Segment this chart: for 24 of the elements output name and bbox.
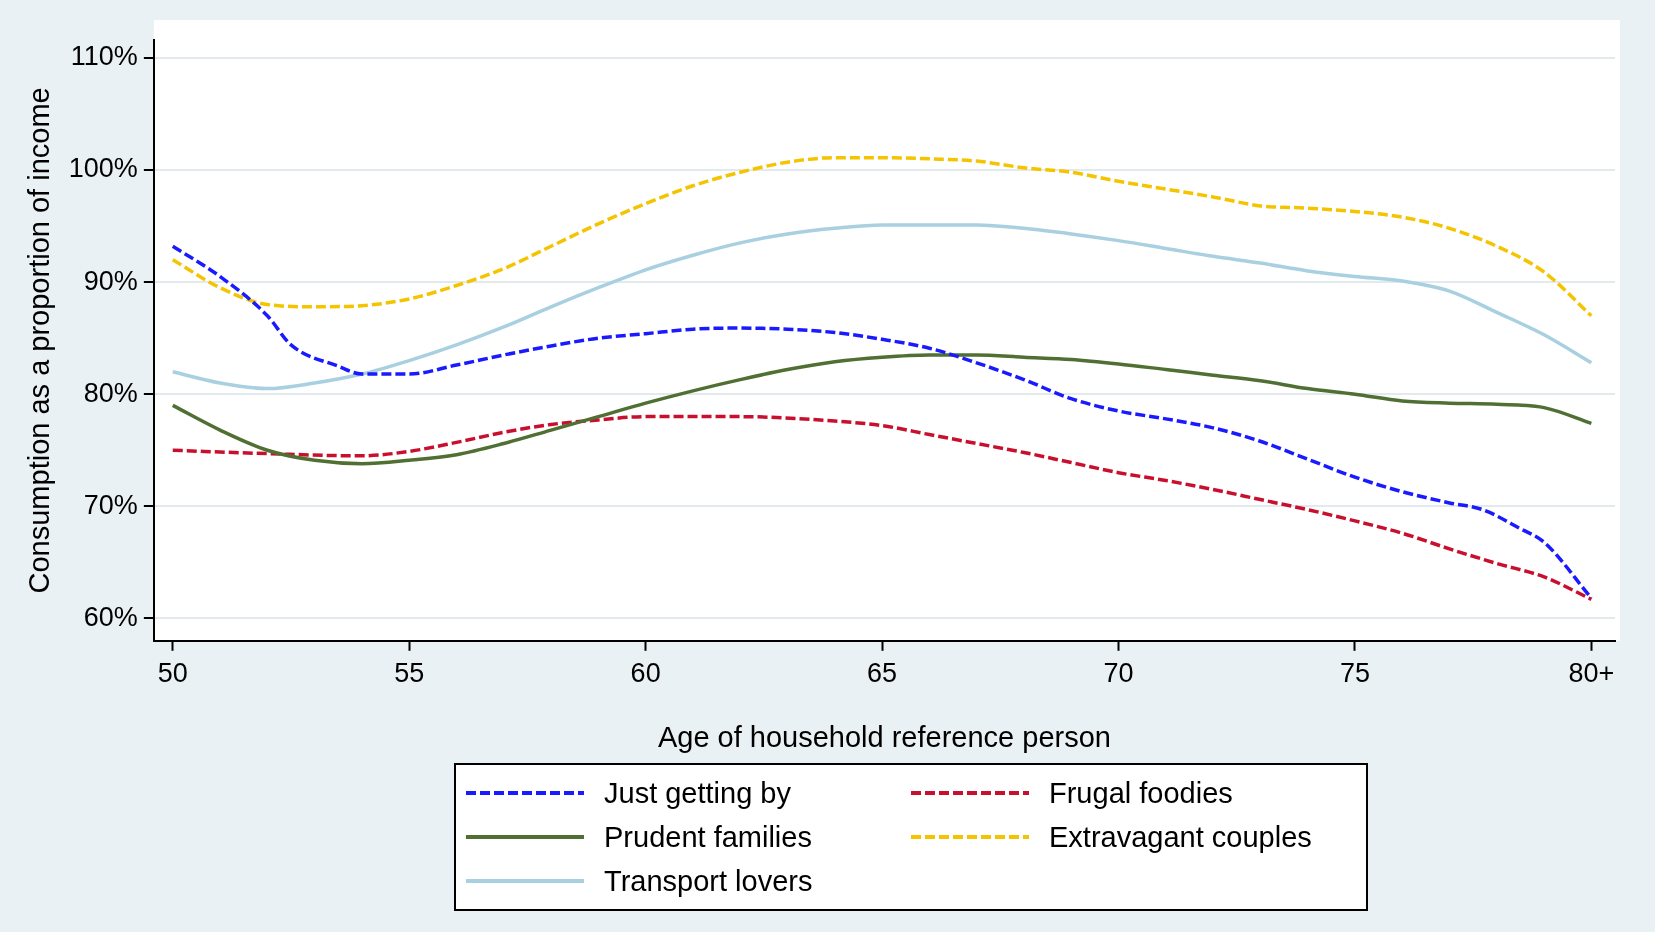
x-tick-label: 75	[1339, 658, 1370, 689]
y-axis-title: Consumption as a proportion of income	[23, 87, 56, 594]
line-series	[171, 414, 1594, 602]
x-axis-title: Age of household reference person	[657, 720, 1111, 753]
legend-label: Prudent families	[604, 820, 812, 854]
legend-label: Just getting by	[604, 776, 791, 810]
x-tick-label: 80+	[1568, 658, 1615, 689]
x-tick-label: 50	[157, 658, 188, 689]
x-tick-label: 60	[630, 658, 661, 689]
line-series	[171, 353, 1594, 466]
line-series	[171, 223, 1594, 391]
y-tick-label: 60%	[83, 601, 138, 632]
x-tick-label: 70	[1103, 658, 1134, 689]
y-tick-label: 80%	[83, 377, 138, 408]
legend-label: Transport lovers	[604, 864, 813, 898]
x-tick-label: 65	[867, 658, 898, 689]
x-tick-label: 55	[394, 658, 425, 689]
y-tick-label: 70%	[83, 489, 138, 520]
legend-label: Extravagant couples	[1049, 820, 1312, 854]
legend-label: Frugal foodies	[1049, 776, 1233, 810]
y-tick-label: 100%	[68, 153, 138, 184]
y-tick-label: 110%	[70, 41, 138, 72]
y-tick-label: 90%	[83, 265, 138, 296]
line-series	[171, 155, 1594, 318]
